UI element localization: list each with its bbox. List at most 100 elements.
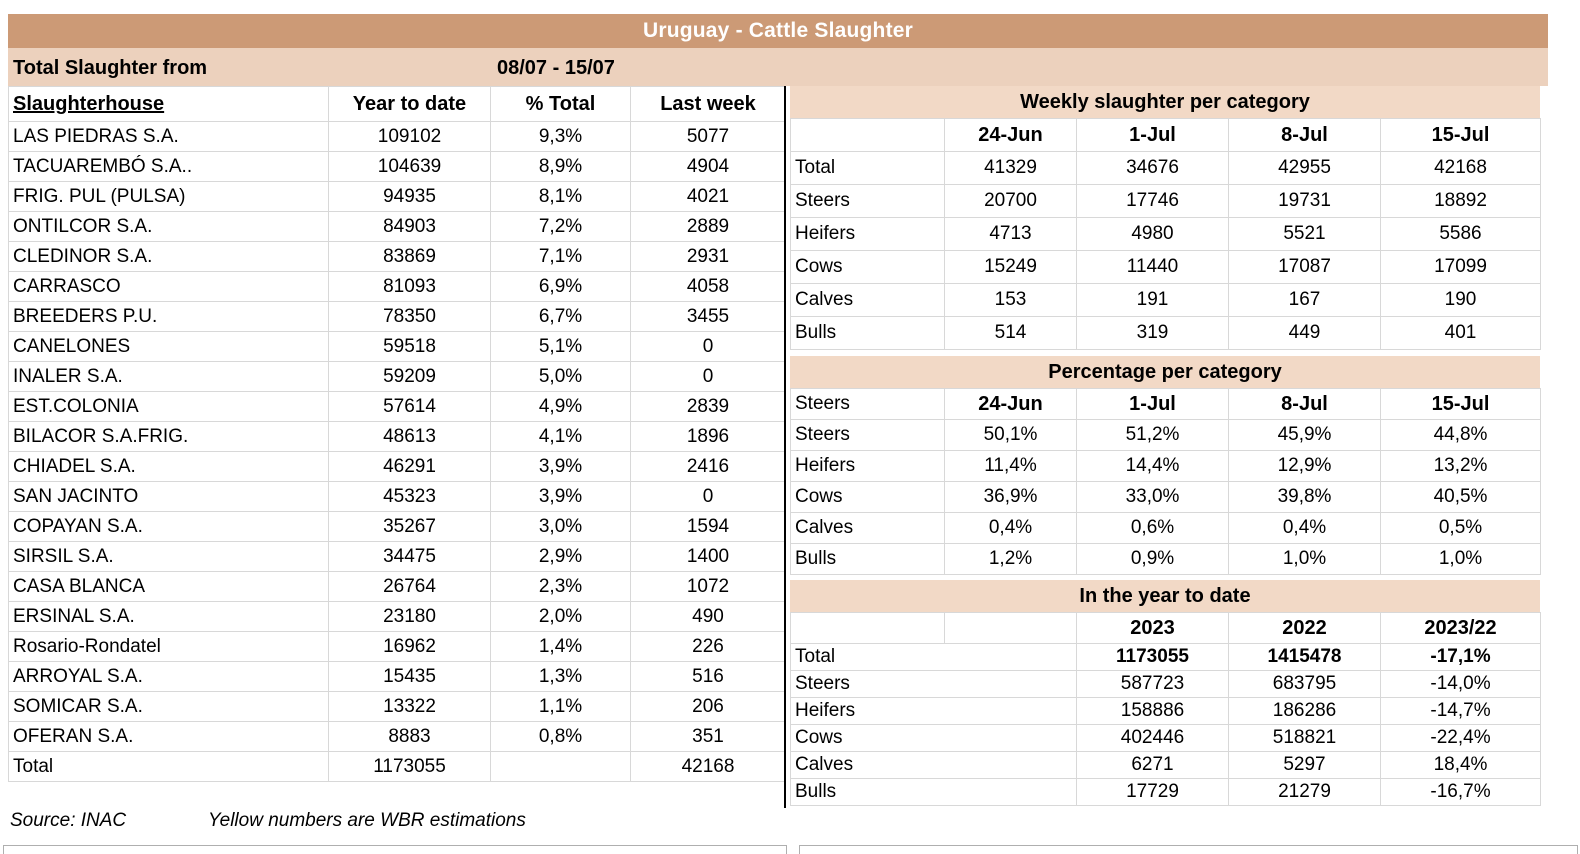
week-value: 17087 — [1228, 250, 1381, 284]
table-row: CLEDINOR S.A. 83869 7,1% 2931 — [8, 241, 786, 272]
slaughterhouse-name: ARROYAL S.A. — [8, 661, 329, 692]
pct-col-1jul: 1-Jul — [1076, 388, 1229, 420]
year-to-date-value: 13322 — [328, 691, 491, 722]
slaughterhouse-name: BILACOR S.A.FRIG. — [8, 421, 329, 452]
week-value: 5586 — [1380, 217, 1541, 251]
table-row: Calves 0,4% 0,6% 0,4% 0,5% — [790, 512, 1541, 544]
weekly-section-header: Weekly slaughter per category — [790, 86, 1540, 118]
year-to-date-value: 84903 — [328, 211, 491, 242]
pct-value: 14,4% — [1076, 450, 1229, 482]
pct-total-value — [490, 751, 631, 782]
table-row: Cows 36,9% 33,0% 39,8% 40,5% — [790, 481, 1541, 513]
weekly-slaughter-table: 24-Jun 1-Jul 8-Jul 15-Jul Total 41329 34… — [790, 118, 1541, 350]
pct-value: 44,8% — [1380, 419, 1541, 451]
total-slaughter-from-label: Total Slaughter from — [13, 57, 208, 79]
ytd-2022-value: 1415478 — [1228, 643, 1381, 671]
ytd-change-value: -14,7% — [1380, 697, 1541, 725]
year-to-date-value: 78350 — [328, 301, 491, 332]
pct-value: 1,0% — [1228, 543, 1381, 575]
category-label: Heifers — [790, 697, 1077, 725]
table-row: Total 1173055 42168 — [8, 751, 786, 782]
ytd-2023-value: 587723 — [1076, 670, 1229, 698]
report-title: Uruguay - Cattle Slaughter — [642, 19, 914, 42]
year-to-date-value: 16962 — [328, 631, 491, 662]
year-to-date-value: 45323 — [328, 481, 491, 512]
last-week-value: 1400 — [630, 541, 786, 572]
last-week-value: 2931 — [630, 241, 786, 272]
last-week-value: 5077 — [630, 121, 786, 152]
slaughterhouse-name: SAN JACINTO — [8, 481, 329, 512]
col-header-year-to-date: Year to date — [328, 86, 491, 122]
weekly-header-row: 24-Jun 1-Jul 8-Jul 15-Jul — [790, 118, 1541, 152]
slaughterhouse-name: TACUAREMBÓ S.A.. — [8, 151, 329, 182]
year-to-date-value: 15435 — [328, 661, 491, 692]
category-label: Calves — [790, 283, 945, 317]
week-value: 5521 — [1228, 217, 1381, 251]
pct-total-value: 1,3% — [490, 661, 631, 692]
table-row: Heifers 11,4% 14,4% 12,9% 13,2% — [790, 450, 1541, 482]
week-value: 19731 — [1228, 184, 1381, 218]
pct-value: 36,9% — [944, 481, 1077, 513]
table-row: LAS PIEDRAS S.A. 109102 9,3% 5077 — [8, 121, 786, 152]
last-week-value: 1594 — [630, 511, 786, 542]
ytd-2023-value: 17729 — [1076, 778, 1229, 806]
last-week-value: 1896 — [630, 421, 786, 452]
ytd-header-blank — [944, 612, 1077, 644]
slaughterhouse-name: FRIG. PUL (PULSA) — [8, 181, 329, 212]
col-header-slaughterhouse-text: Slaughterhouse — [13, 92, 165, 115]
pct-total-value: 3,0% — [490, 511, 631, 542]
last-week-value: 490 — [630, 601, 786, 632]
table-row: Cows 15249 11440 17087 17099 — [790, 250, 1541, 284]
slaughterhouse-name: ONTILCOR S.A. — [8, 211, 329, 242]
ytd-col-2023: 2023 — [1076, 612, 1229, 644]
table-row: SOMICAR S.A. 13322 1,1% 206 — [8, 691, 786, 722]
week-value: 42168 — [1380, 151, 1541, 185]
pct-value: 0,5% — [1380, 512, 1541, 544]
last-week-value: 0 — [630, 481, 786, 512]
ytd-col-2023-22: 2023/22 — [1380, 612, 1541, 644]
table-row: ARROYAL S.A. 15435 1,3% 516 — [8, 661, 786, 692]
pct-value: 1,0% — [1380, 543, 1541, 575]
pct-total-value: 1,4% — [490, 631, 631, 662]
weekly-header-blank — [790, 118, 945, 152]
year-to-date-value: 23180 — [328, 601, 491, 632]
table-row: ERSINAL S.A. 23180 2,0% 490 — [8, 601, 786, 632]
pct-total-value: 0,8% — [490, 721, 631, 752]
ytd-2022-value: 683795 — [1228, 670, 1381, 698]
table-row: INALER S.A. 59209 5,0% 0 — [8, 361, 786, 392]
pct-value: 0,6% — [1076, 512, 1229, 544]
category-label: Heifers — [790, 217, 945, 251]
category-label: Cows — [790, 481, 945, 513]
slaughterhouse-name: ERSINAL S.A. — [8, 601, 329, 632]
table-row: Total 41329 34676 42955 42168 — [790, 151, 1541, 185]
report-title-bar: Uruguay - Cattle Slaughter — [8, 14, 1548, 48]
pct-total-value: 4,1% — [490, 421, 631, 452]
last-week-value: 226 — [630, 631, 786, 662]
ytd-change-value: -17,1% — [1380, 643, 1541, 671]
table-row: Steers 50,1% 51,2% 45,9% 44,8% — [790, 419, 1541, 451]
ytd-2023-value: 402446 — [1076, 724, 1229, 752]
year-to-date-value: 94935 — [328, 181, 491, 212]
pct-total-value: 8,9% — [490, 151, 631, 182]
percentage-section-title: Percentage per category — [1048, 360, 1282, 383]
table-row: Steers 20700 17746 19731 18892 — [790, 184, 1541, 218]
col-header-last-week: Last week — [630, 86, 786, 122]
slaughterhouse-name: Total — [8, 751, 329, 782]
category-label: Steers — [790, 184, 945, 218]
last-week-value: 4904 — [630, 151, 786, 182]
weekly-col-1jul: 1-Jul — [1076, 118, 1229, 152]
last-week-value: 516 — [630, 661, 786, 692]
category-label: Calves — [790, 751, 1077, 779]
slaughterhouse-name: SIRSIL S.A. — [8, 541, 329, 572]
ytd-change-value: -14,0% — [1380, 670, 1541, 698]
ytd-change-value: 18,4% — [1380, 751, 1541, 779]
week-value: 34676 — [1076, 151, 1229, 185]
category-label: Heifers — [790, 450, 945, 482]
table-row: Bulls 17729 21279 -16,7% — [790, 778, 1541, 806]
week-value: 167 — [1228, 283, 1381, 317]
week-value: 15249 — [944, 250, 1077, 284]
table-row: Cows 402446 518821 -22,4% — [790, 724, 1541, 752]
pct-total-value: 6,7% — [490, 301, 631, 332]
percentage-table: Steers 24-Jun 1-Jul 8-Jul 15-Jul Steers … — [790, 388, 1541, 575]
year-to-date-value: 26764 — [328, 571, 491, 602]
